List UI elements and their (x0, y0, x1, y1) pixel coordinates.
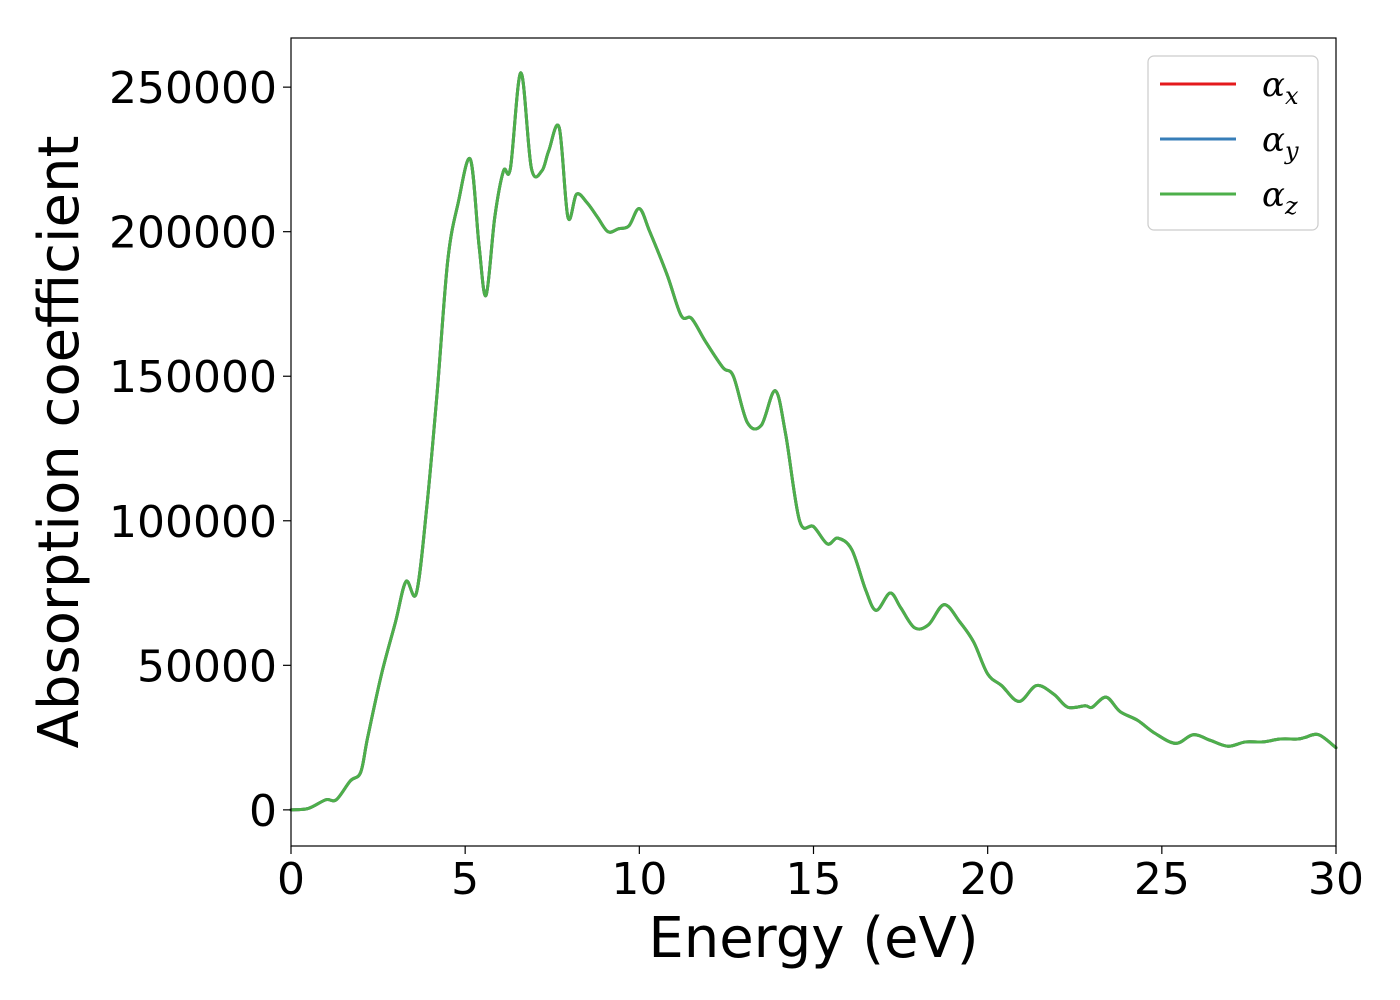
y-tick-label: 250000 (109, 63, 277, 114)
y-tick-label: 100000 (109, 497, 277, 548)
x-tick-label: 5 (451, 854, 479, 905)
y-tick-label: 0 (249, 786, 277, 837)
y-tick-label: 50000 (137, 641, 277, 692)
y-axis-ticks: 0 50000 100000 150000 200000 250000 (109, 63, 291, 837)
series-layer (289, 71, 1338, 812)
x-tick-label: 25 (1134, 854, 1190, 905)
x-tick-label: 15 (786, 854, 842, 905)
x-tick-label: 10 (611, 854, 667, 905)
x-tick-label: 20 (960, 854, 1016, 905)
y-axis-title: Absorption coefficient (27, 136, 92, 749)
x-axis-title: Energy (eV) (648, 906, 978, 971)
x-tick-label: 0 (277, 854, 305, 905)
series-line-3 (289, 71, 1338, 812)
y-tick-label: 200000 (109, 208, 277, 259)
y-tick-label: 150000 (109, 352, 277, 403)
x-axis-ticks: 0 5 10 15 20 25 30 (277, 846, 1364, 905)
x-tick-label: 30 (1308, 854, 1364, 905)
legend-box (1147, 55, 1319, 231)
